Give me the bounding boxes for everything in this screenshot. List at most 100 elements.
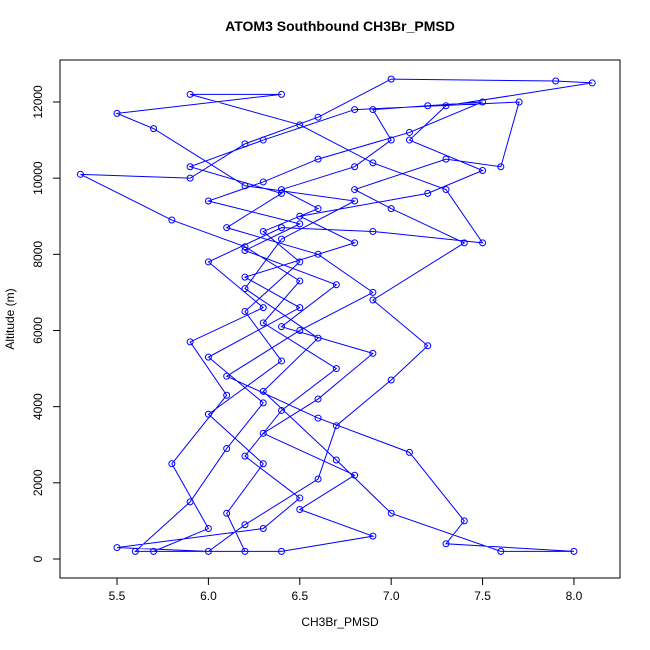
data-point [150,547,158,555]
data-point [570,547,578,555]
x-tick-label: 6.5 [291,589,308,603]
data-point [241,182,249,190]
data-point [241,452,249,460]
data-point [351,239,359,247]
data-point [204,258,212,266]
data-point [442,186,450,194]
x-tick-label: 5.5 [109,589,126,603]
data-point [278,323,286,331]
data-point [259,304,267,312]
data-point [497,547,505,555]
data-line [80,78,593,552]
data-point [479,167,487,175]
data-point [369,288,377,296]
data-point [150,125,158,133]
data-point [296,121,304,129]
data-point [351,197,359,205]
data-point [387,75,395,83]
data-point [314,475,322,483]
x-tick-label: 8.0 [566,589,583,603]
data-point [332,281,340,289]
data-point [259,387,267,395]
data-point [186,498,194,506]
data-point [332,422,340,430]
data-point [259,399,267,407]
data-point [314,155,322,163]
data-point [204,547,212,555]
data-point [405,128,413,136]
y-tick-label: 4000 [31,393,45,420]
data-point [186,163,194,171]
data-point [552,77,560,85]
data-point [131,547,139,555]
data-point [442,102,450,110]
data-point [259,460,267,468]
data-point [314,250,322,258]
data-point [314,113,322,121]
y-tick-label: 8000 [31,241,45,268]
data-point [241,521,249,529]
x-tick-label: 6.0 [200,589,217,603]
data-point [424,102,432,110]
data-point [278,547,286,555]
data-point [442,540,450,548]
data-point [405,136,413,144]
data-point [223,372,231,380]
data-point [314,414,322,422]
data-point [223,391,231,399]
data-point [113,544,121,552]
data-point [296,326,304,334]
data-point [278,186,286,194]
data-point [241,547,249,555]
data-point [460,239,468,247]
data-point [168,460,176,468]
data-point [241,243,249,251]
data-point [332,456,340,464]
data-point [223,224,231,232]
data-point [278,357,286,365]
data-point [369,159,377,167]
y-tick-label: 12000 [31,85,45,119]
data-point [351,106,359,114]
data-point [241,247,249,255]
data-point [259,178,267,186]
data-point [405,448,413,456]
data-point [351,471,359,479]
data-point [296,220,304,228]
y-tick-label: 2000 [31,469,45,496]
data-point [259,525,267,533]
data-point [387,205,395,213]
data-point [278,235,286,243]
y-tick-label: 10000 [31,161,45,195]
data-point [76,170,84,178]
data-point [442,155,450,163]
data-point [113,109,121,117]
data-point [314,395,322,403]
data-point [588,79,596,87]
y-tick-label: 6000 [31,317,45,344]
data-point [204,525,212,533]
y-axis-label: Altitude (m) [3,288,17,349]
x-tick-label: 7.0 [383,589,400,603]
data-point [460,517,468,525]
data-point [186,90,194,98]
data-point [168,216,176,224]
data-point [278,189,286,197]
data-point [369,532,377,540]
data-point [259,227,267,235]
data-point [278,90,286,98]
data-point [369,296,377,304]
data-point [296,277,304,285]
data-point [479,98,487,106]
data-point [387,509,395,517]
data-point [424,342,432,350]
data-point [259,429,267,437]
data-point [204,353,212,361]
data-point [204,197,212,205]
data-point [278,406,286,414]
data-point [186,338,194,346]
data-point [424,189,432,197]
data-point [387,376,395,384]
